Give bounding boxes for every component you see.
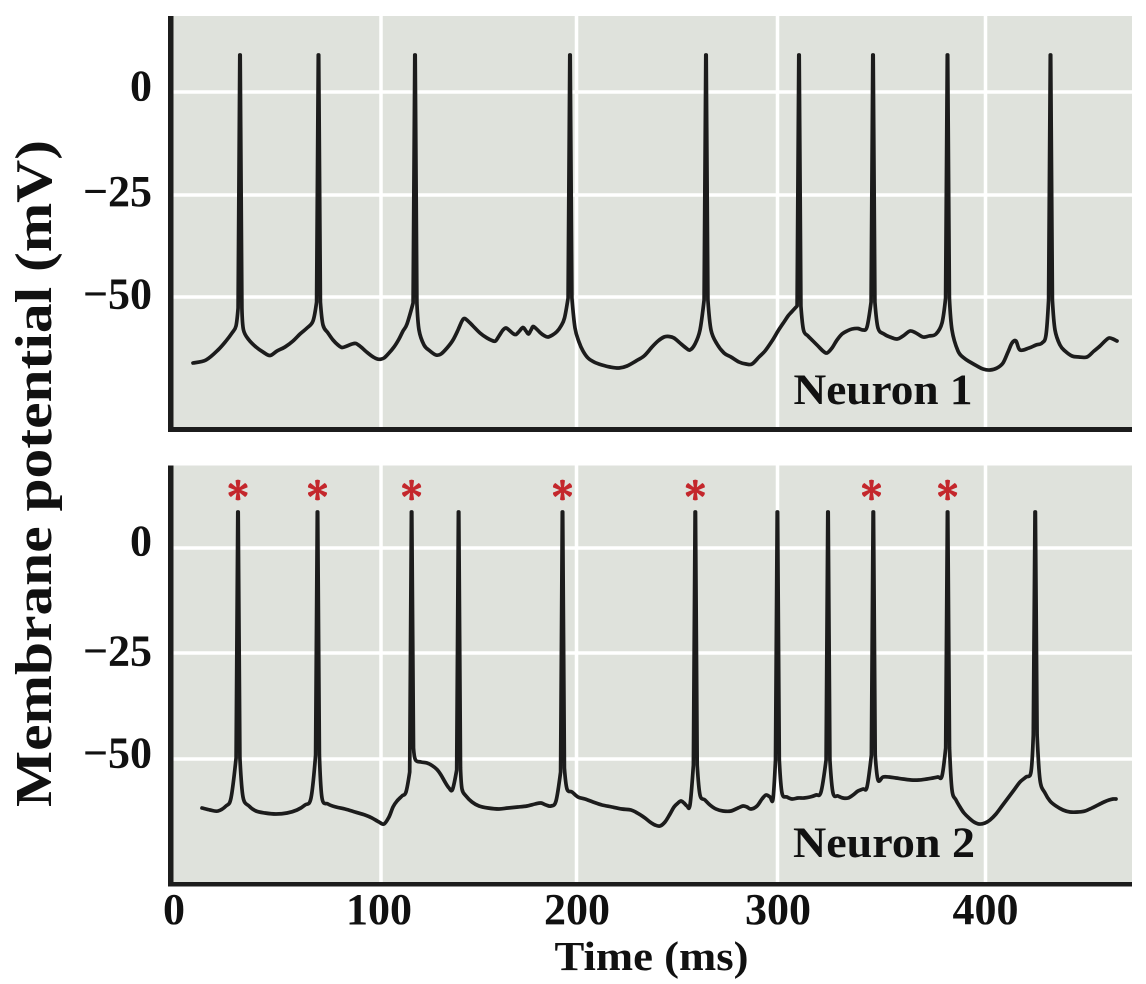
svg-text:300: 300 [745, 885, 811, 934]
svg-text:0: 0 [130, 62, 152, 111]
svg-text:−25: −25 [83, 627, 152, 676]
svg-text:−25: −25 [83, 167, 152, 216]
svg-text:0: 0 [163, 885, 185, 934]
svg-text:200: 200 [544, 885, 610, 934]
svg-text:−50: −50 [83, 729, 152, 778]
svg-text:100: 100 [346, 885, 412, 934]
svg-text:Time (ms): Time (ms) [555, 933, 749, 980]
svg-text:Neuron 2: Neuron 2 [793, 820, 975, 867]
svg-text:400: 400 [953, 885, 1019, 934]
svg-text:Membrane potential (mV): Membrane potential (mV) [6, 140, 63, 807]
svg-text:Neuron 1: Neuron 1 [794, 367, 973, 414]
svg-text:−50: −50 [83, 270, 152, 319]
svg-text:0: 0 [130, 517, 152, 566]
